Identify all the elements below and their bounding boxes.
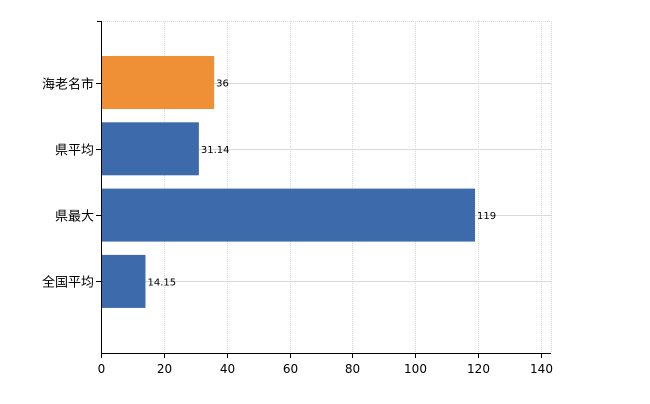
x-tick-label: 80	[345, 362, 360, 376]
data-label: 31.14	[201, 145, 230, 156]
bar-2	[102, 122, 199, 176]
x-tick-label: 120	[467, 362, 490, 376]
grid-lines	[101, 21, 552, 353]
data-label: 36	[216, 79, 229, 90]
x-tick-label: 40	[220, 362, 235, 376]
x-tick-label: 100	[404, 362, 427, 376]
data-label: 14.15	[147, 277, 176, 288]
x-tick-label: 60	[283, 362, 298, 376]
data-labels: 36 31.14 119 14.15	[147, 79, 496, 289]
y-tick-label: 県最大	[55, 210, 94, 225]
y-tick-label: 海老名市	[42, 77, 94, 93]
data-label: 119	[477, 211, 496, 222]
x-tick-label: 0	[98, 362, 106, 376]
bar-4	[102, 254, 146, 308]
x-tick-label: 140	[530, 362, 553, 376]
bar-1	[102, 56, 215, 109]
bars	[102, 56, 475, 308]
y-tick-label: 県平均	[55, 144, 94, 159]
x-tick-label: 20	[157, 362, 172, 376]
bar-3	[102, 188, 475, 242]
y-tick-label: 全国平均	[42, 275, 94, 291]
